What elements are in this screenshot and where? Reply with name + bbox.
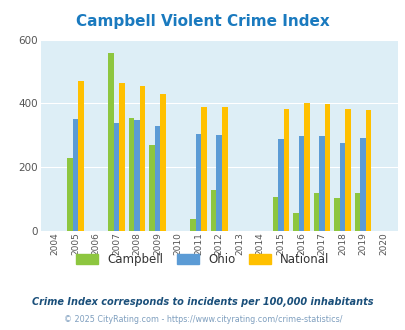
Bar	[160, 94, 166, 231]
Bar	[154, 126, 160, 231]
Bar	[324, 104, 329, 231]
Bar	[354, 193, 359, 231]
Bar	[196, 134, 201, 231]
Text: © 2025 CityRating.com - https://www.cityrating.com/crime-statistics/: © 2025 CityRating.com - https://www.city…	[64, 315, 341, 324]
Bar	[292, 214, 298, 231]
Bar	[149, 145, 154, 231]
Bar	[216, 135, 222, 231]
Bar	[67, 158, 72, 231]
Text: Campbell Violent Crime Index: Campbell Violent Crime Index	[76, 14, 329, 29]
Bar	[78, 82, 83, 231]
Bar	[272, 197, 277, 231]
Bar	[359, 138, 365, 231]
Bar	[298, 136, 303, 231]
Bar	[222, 107, 227, 231]
Bar	[201, 107, 207, 231]
Bar	[283, 109, 288, 231]
Bar	[113, 122, 119, 231]
Bar	[108, 53, 113, 231]
Bar	[190, 219, 196, 231]
Bar	[140, 86, 145, 231]
Bar	[344, 109, 350, 231]
Bar	[72, 119, 78, 231]
Bar	[119, 82, 125, 231]
Bar	[313, 193, 318, 231]
Bar	[277, 139, 283, 231]
Bar	[303, 103, 309, 231]
Legend: Campbell, Ohio, National: Campbell, Ohio, National	[73, 249, 332, 270]
Bar	[339, 143, 344, 231]
Bar	[134, 120, 140, 231]
Text: Crime Index corresponds to incidents per 100,000 inhabitants: Crime Index corresponds to incidents per…	[32, 297, 373, 307]
Bar	[365, 110, 371, 231]
Bar	[211, 190, 216, 231]
Bar	[333, 197, 339, 231]
Bar	[318, 136, 324, 231]
Bar	[128, 118, 134, 231]
